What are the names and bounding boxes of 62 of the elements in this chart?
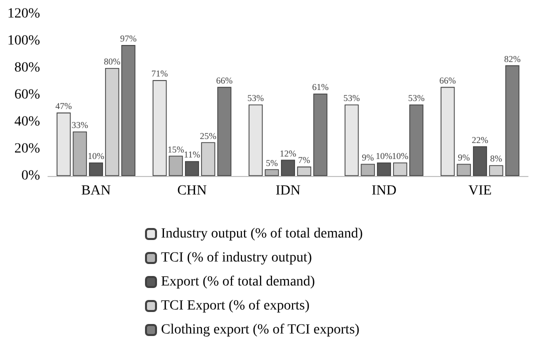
- bar: [409, 104, 424, 176]
- bar: [217, 86, 232, 176]
- y-tick-label: 40%: [14, 114, 40, 130]
- data-label: 61%: [312, 82, 330, 92]
- data-label: 5%: [266, 158, 278, 168]
- data-label: 82%: [504, 54, 522, 64]
- legend-label: TCI Export (% of exports): [161, 298, 310, 314]
- bar: [88, 162, 104, 176]
- data-label: 33%: [72, 120, 89, 130]
- bar: [280, 160, 296, 176]
- y-tick-label: 20%: [14, 142, 40, 156]
- data-label: 8%: [490, 154, 503, 164]
- y-tick-label: 100%: [7, 34, 40, 48]
- x-tick-label: IND: [372, 184, 396, 198]
- y-tick-label: 0%: [21, 168, 40, 184]
- data-label: 15%: [168, 144, 185, 154]
- bar: [297, 166, 312, 176]
- data-label: 7%: [298, 155, 311, 166]
- data-label: 10%: [392, 151, 409, 161]
- data-label: 97%: [120, 34, 138, 44]
- data-label: 10%: [88, 151, 105, 161]
- legend-label: Export (% of total demand): [161, 274, 316, 290]
- bar: [489, 165, 504, 176]
- data-label: 22%: [472, 134, 489, 145]
- x-tick-label: IDN: [276, 184, 300, 198]
- x-tick-label: VIE: [468, 184, 492, 198]
- legend-label: Industry output (% of total demand): [161, 226, 364, 242]
- bar: [313, 94, 328, 176]
- bar: [152, 80, 167, 176]
- bar: [201, 142, 216, 176]
- y-tick-label: 80%: [14, 60, 40, 76]
- data-label: 71%: [151, 68, 168, 79]
- bar: [121, 45, 136, 176]
- bar: [184, 161, 200, 176]
- data-label: 47%: [55, 101, 72, 112]
- bar: [393, 162, 408, 176]
- x-tick-label: CHN: [177, 184, 207, 198]
- legend-label: Clothing export (% of TCI exports): [161, 322, 360, 338]
- bar: [505, 65, 520, 176]
- data-label: 66%: [216, 75, 234, 86]
- data-label: 53%: [408, 92, 426, 103]
- bar: [376, 162, 392, 176]
- data-label: 53%: [247, 92, 264, 103]
- data-label: 66%: [439, 75, 456, 86]
- data-label: 25%: [200, 130, 217, 141]
- data-label: 12%: [280, 148, 297, 158]
- bar: [105, 68, 120, 176]
- data-label: 10%: [376, 151, 393, 161]
- x-tick-label: BAN: [81, 184, 111, 198]
- data-label: 53%: [343, 92, 360, 103]
- legend-label: TCI (% of industry output): [161, 250, 312, 266]
- data-label: 9%: [362, 152, 374, 162]
- data-label: 11%: [184, 150, 201, 160]
- bar: [56, 112, 71, 176]
- bar: [440, 86, 455, 176]
- bar: [344, 104, 359, 176]
- bar: [248, 104, 263, 176]
- y-tick-label: 120%: [7, 6, 40, 22]
- data-label: 9%: [458, 152, 470, 162]
- bar: [472, 146, 488, 176]
- y-tick-label: 60%: [14, 88, 40, 102]
- data-label: 80%: [104, 56, 121, 66]
